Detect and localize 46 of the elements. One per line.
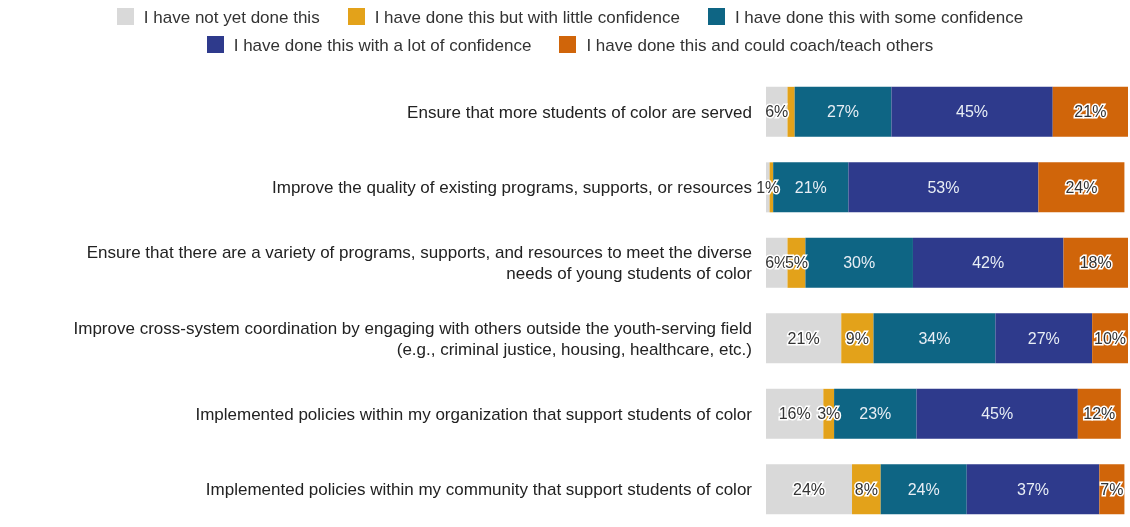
data-label: 3% [817, 405, 841, 423]
data-label: 12% [1083, 405, 1116, 423]
bar [916, 388, 1078, 439]
bar [995, 313, 1093, 364]
data-label: 30% [843, 254, 876, 272]
bar [880, 464, 967, 515]
legend-label: I have done this with a lot of confidence [232, 35, 532, 57]
data-label: 21% [787, 329, 820, 347]
data-label: 42% [972, 254, 1005, 272]
data-label: 9% [845, 329, 869, 347]
bar [912, 237, 1064, 288]
bar [787, 86, 795, 137]
legend-label: I have done this but with little confidence [373, 7, 680, 29]
data-label: 24% [792, 480, 826, 498]
data-label: 45% [956, 103, 989, 121]
data-label: 34% [918, 329, 951, 347]
legend-label: I have done this and could coach/teach others [585, 35, 934, 57]
data-label: 23% [859, 405, 892, 423]
data-label: 7% [1100, 480, 1124, 498]
data-label: 27% [827, 103, 860, 121]
data-label: 21% [1074, 103, 1107, 121]
data-label: 16% [778, 405, 811, 423]
data-label: 45% [981, 405, 1014, 423]
data-label: 53% [927, 178, 960, 196]
y-tick-label: Implemented policies within my community that support students of color [205, 479, 753, 499]
data-label: 6% [765, 103, 789, 121]
bar [966, 464, 1100, 515]
data-label: 21% [794, 178, 827, 196]
data-label: 27% [1027, 329, 1060, 347]
data-label: 18% [1079, 254, 1112, 272]
y-tick-label: Implemented policies within my organization that support students of color [195, 404, 753, 424]
data-label: 37% [1017, 480, 1050, 498]
bar [848, 162, 1039, 213]
data-label: 24% [1065, 178, 1098, 196]
bar [873, 313, 996, 364]
y-tick-label: Improve cross-system coordination by engaging with others outside the youth-serving field (e.g., criminal justice, housing, healthcare, etc.) [73, 318, 752, 359]
y-tick-label: Ensure that more students of color are served [407, 102, 752, 122]
data-label: 8% [854, 480, 878, 498]
bar [891, 86, 1053, 137]
data-label: 10% [1094, 329, 1127, 347]
legend-label: I have not yet done this [142, 7, 320, 29]
legend-label: I have done this with some confidence [733, 7, 1024, 29]
y-tick-label: Ensure that there are a variety of programs, supports, and resources to meet the diverse needs of young students of color [86, 242, 753, 283]
bar [794, 86, 892, 137]
y-tick-label: Improve the quality of existing programs, supports, or resources [272, 177, 752, 197]
data-label: 24% [907, 480, 940, 498]
